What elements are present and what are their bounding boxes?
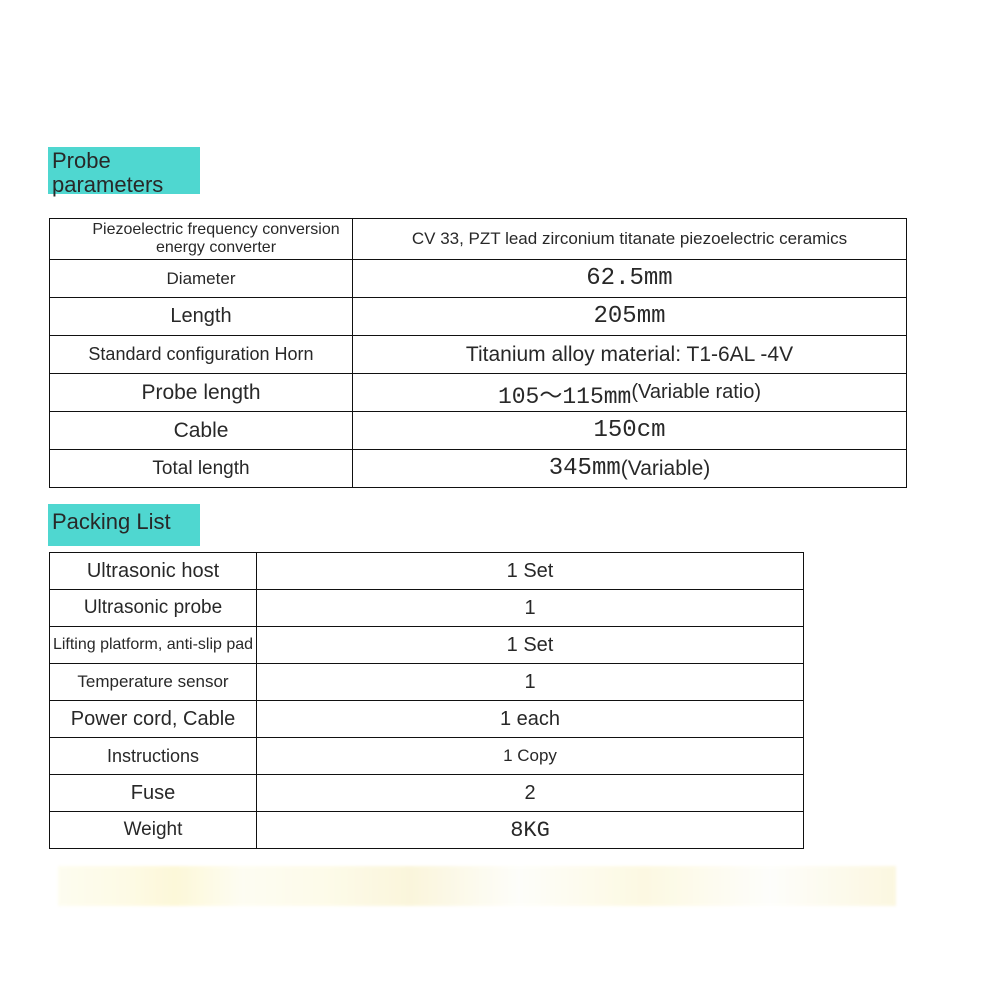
param-value: 150cm bbox=[353, 412, 906, 449]
table-row: Temperature sensor1 bbox=[50, 664, 804, 701]
packing-item-qty: 1 Set bbox=[257, 553, 803, 589]
packing-item-label: Ultrasonic probe bbox=[50, 590, 256, 626]
param-value: 62.5mm bbox=[353, 260, 906, 297]
table-row: Instructions1 Copy bbox=[50, 738, 804, 775]
table-row: Probe length105～115mm (Variable ratio) bbox=[50, 374, 907, 412]
decorative-footer-band bbox=[58, 866, 896, 906]
probe-parameters-tbody: Piezoelectric frequency conversion energ… bbox=[50, 219, 907, 488]
table-row: Standard configuration HornTitanium allo… bbox=[50, 336, 907, 374]
param-label: Diameter bbox=[50, 260, 352, 297]
packing-item-label: Weight bbox=[50, 812, 256, 848]
param-label: Piezoelectric frequency conversion energ… bbox=[50, 219, 352, 259]
packing-item-qty: 1 bbox=[257, 664, 803, 700]
packing-item-qty: 1 each bbox=[257, 701, 803, 737]
packing-item-label: Temperature sensor bbox=[50, 664, 256, 700]
param-label: Standard configuration Horn bbox=[50, 336, 352, 373]
table-row: Cable150cm bbox=[50, 412, 907, 450]
packing-item-qty: 1 Copy bbox=[257, 738, 803, 774]
packing-list-tbody: Ultrasonic host1 SetUltrasonic probe1Lif… bbox=[50, 553, 804, 849]
packing-item-label: Ultrasonic host bbox=[50, 553, 256, 589]
table-row: Piezoelectric frequency conversion energ… bbox=[50, 219, 907, 260]
packing-item-label: Fuse bbox=[50, 775, 256, 811]
param-label: Cable bbox=[50, 412, 352, 449]
table-row: Weight8KG bbox=[50, 812, 804, 849]
packing-item-label: Instructions bbox=[50, 738, 256, 774]
table-row: Fuse2 bbox=[50, 775, 804, 812]
table-row: Diameter62.5mm bbox=[50, 260, 907, 298]
param-value: CV 33, PZT lead zirconium titanate piezo… bbox=[353, 219, 906, 259]
packing-item-qty: 2 bbox=[257, 775, 803, 811]
packing-item-qty: 1 Set bbox=[257, 627, 803, 663]
packing-item-label: Lifting platform, anti-slip pad bbox=[50, 627, 256, 663]
packing-item-qty: 1 bbox=[257, 590, 803, 626]
param-value: 345mm(Variable) bbox=[353, 450, 906, 487]
section-header-probe-parameters: Probe parame­ters bbox=[48, 147, 200, 194]
table-row: Lifting platform, anti-slip pad1 Set bbox=[50, 627, 804, 664]
table-row: Ultrasonic probe1 bbox=[50, 590, 804, 627]
param-label: Length bbox=[50, 298, 352, 335]
param-label: Probe length bbox=[50, 374, 352, 411]
packing-list-table: Ultrasonic host1 SetUltrasonic probe1Lif… bbox=[49, 552, 804, 849]
table-row: Total length345mm(Variable) bbox=[50, 450, 907, 488]
param-value: 205mm bbox=[353, 298, 906, 335]
packing-item-qty: 8KG bbox=[257, 812, 803, 848]
table-row: Length205mm bbox=[50, 298, 907, 336]
probe-parameters-table: Piezoelectric frequency conversion energ… bbox=[49, 218, 907, 488]
table-row: Power cord, Cable1 each bbox=[50, 701, 804, 738]
param-label: Total length bbox=[50, 450, 352, 487]
section-header-packing-list: Packing List bbox=[48, 504, 200, 546]
table-row: Ultrasonic host1 Set bbox=[50, 553, 804, 590]
packing-item-label: Power cord, Cable bbox=[50, 701, 256, 737]
param-value: 105～115mm (Variable ratio) bbox=[353, 374, 906, 411]
param-value: Titanium alloy material: T1-6AL -4V bbox=[353, 336, 906, 373]
